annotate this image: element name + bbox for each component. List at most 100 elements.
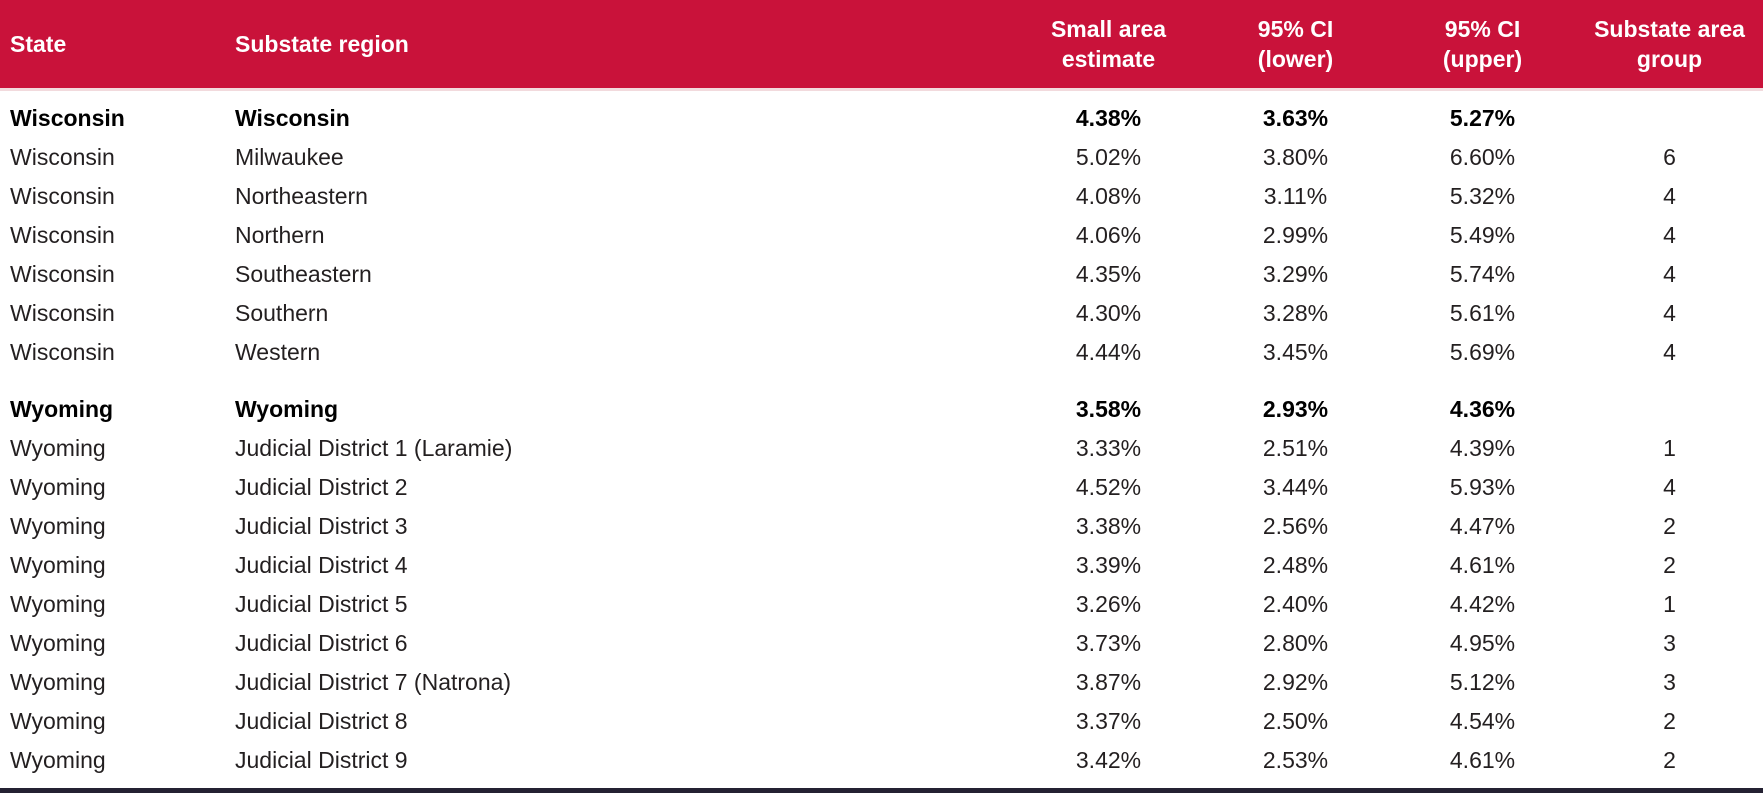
cell-substate-region: Judicial District 3 [235, 513, 408, 539]
column-header-ci-upper: 95% CI (upper) [1389, 0, 1576, 91]
cell-state: Wisconsin [10, 222, 115, 248]
cell-substate-area-group: 2 [1663, 747, 1676, 773]
cell-substate-region: Wisconsin [235, 105, 350, 131]
cell-ci-upper: 4.54% [1449, 708, 1516, 734]
cell-state: Wisconsin [10, 105, 125, 131]
table-row: Wyoming Judicial District 6 3.73% 2.80% … [0, 624, 1763, 663]
column-header-substate-region: Substate region [225, 0, 1015, 91]
cell-state: Wyoming [10, 513, 106, 539]
cell-ci-lower: 2.48% [1262, 552, 1329, 578]
header-line: (lower) [1257, 45, 1334, 72]
cell-substate-area-group: 2 [1663, 552, 1676, 578]
cell-ci-lower: 2.99% [1262, 222, 1329, 248]
cell-small-area-estimate: 3.39% [1075, 552, 1142, 578]
table-header: State Substate region Small area estimat… [0, 0, 1763, 91]
cell-substate-area-group: 3 [1663, 669, 1676, 695]
cell-small-area-estimate: 4.52% [1075, 474, 1142, 500]
cell-ci-lower: 3.44% [1262, 474, 1329, 500]
table-row: Wyoming Judicial District 4 3.39% 2.48% … [0, 546, 1763, 585]
cell-small-area-estimate: 4.35% [1075, 261, 1142, 287]
cell-substate-area-group: 4 [1663, 474, 1676, 500]
cell-small-area-estimate: 4.38% [1075, 105, 1142, 131]
state-summary-row: Wyoming Wyoming 3.58% 2.93% 4.36% [0, 390, 1763, 429]
substate-estimates-table: State Substate region Small area estimat… [0, 0, 1763, 780]
cell-ci-lower: 3.63% [1262, 105, 1329, 131]
cell-substate-region: Judicial District 6 [235, 630, 408, 656]
cell-substate-region: Northern [235, 222, 325, 248]
cell-ci-lower: 2.80% [1262, 630, 1329, 656]
cell-state: Wyoming [10, 669, 106, 695]
cell-substate-region: Judicial District 7 (Natrona) [235, 669, 512, 695]
cell-state: Wisconsin [10, 261, 115, 287]
cell-substate-area-group: 1 [1663, 591, 1676, 617]
top-spacer [0, 89, 1763, 99]
table-row: Wyoming Judicial District 3 3.38% 2.56% … [0, 507, 1763, 546]
table-row: Wisconsin Northeastern 4.08% 3.11% 5.32%… [0, 177, 1763, 216]
table-row: Wisconsin Northern 4.06% 2.99% 5.49% 4 [0, 216, 1763, 255]
cell-state: Wyoming [10, 708, 106, 734]
cell-small-area-estimate: 3.33% [1075, 435, 1142, 461]
top-spacer [0, 89, 1763, 99]
column-header-substate-region-label: Substate region [235, 30, 409, 57]
cell-ci-lower: 2.53% [1262, 747, 1329, 773]
cell-state: Wyoming [10, 591, 106, 617]
cell-substate-region: Milwaukee [235, 144, 344, 170]
column-header-state-label: State [10, 30, 67, 57]
cell-substate-area-group: 4 [1663, 339, 1676, 365]
cell-ci-upper: 5.74% [1449, 261, 1516, 287]
cell-small-area-estimate: 3.58% [1075, 396, 1142, 422]
cell-state: Wisconsin [10, 300, 115, 326]
cell-substate-region: Northeastern [235, 183, 368, 209]
cell-ci-lower: 2.92% [1262, 669, 1329, 695]
cell-ci-upper: 4.39% [1449, 435, 1516, 461]
section-spacer [0, 372, 1763, 390]
cell-substate-area-group: 3 [1663, 630, 1676, 656]
cell-substate-area-group [1576, 99, 1763, 138]
cell-ci-upper: 4.61% [1449, 747, 1516, 773]
cell-ci-lower: 2.93% [1262, 396, 1329, 422]
cell-substate-region: Southeastern [235, 261, 372, 287]
column-header-small-area-estimate: Small area estimate [1015, 0, 1202, 91]
table-row: Wisconsin Milwaukee 5.02% 3.80% 6.60% 6 [0, 138, 1763, 177]
cell-ci-lower: 3.11% [1263, 183, 1328, 209]
cell-ci-upper: 5.49% [1449, 222, 1516, 248]
cell-ci-lower: 3.28% [1262, 300, 1329, 326]
table-row: Wyoming Judicial District 9 3.42% 2.53% … [0, 741, 1763, 780]
cell-small-area-estimate: 3.38% [1075, 513, 1142, 539]
header-line: Small area [1050, 15, 1167, 42]
cell-state: Wyoming [10, 474, 106, 500]
cell-ci-upper: 5.32% [1449, 183, 1516, 209]
cell-small-area-estimate: 3.87% [1075, 669, 1142, 695]
cell-substate-region: Western [235, 339, 321, 365]
cell-ci-upper: 4.36% [1449, 396, 1516, 422]
cell-ci-lower: 3.29% [1262, 261, 1329, 287]
cell-ci-upper: 5.27% [1449, 105, 1516, 131]
table-bottom-border [0, 788, 1763, 793]
cell-small-area-estimate: 3.37% [1075, 708, 1142, 734]
cell-state: Wisconsin [10, 183, 115, 209]
header-line: Substate area [1594, 15, 1745, 42]
cell-substate-area-group [1576, 390, 1763, 429]
column-header-substate-area-group: Substate area group [1576, 0, 1763, 91]
cell-state: Wyoming [10, 552, 106, 578]
cell-ci-lower: 3.80% [1262, 144, 1329, 170]
state-summary-row: Wisconsin Wisconsin 4.38% 3.63% 5.27% [0, 99, 1763, 138]
cell-ci-upper: 4.47% [1449, 513, 1516, 539]
section-spacer [0, 372, 1763, 390]
cell-state: Wisconsin [10, 339, 115, 365]
table-row: Wyoming Judicial District 5 3.26% 2.40% … [0, 585, 1763, 624]
cell-substate-area-group: 4 [1663, 222, 1676, 248]
cell-small-area-estimate: 3.26% [1075, 591, 1142, 617]
header-line: 95% CI [1444, 15, 1521, 42]
cell-state: Wyoming [10, 396, 114, 422]
cell-ci-lower: 2.50% [1262, 708, 1329, 734]
cell-ci-upper: 5.93% [1449, 474, 1516, 500]
cell-small-area-estimate: 4.06% [1075, 222, 1142, 248]
cell-substate-area-group: 1 [1663, 435, 1676, 461]
cell-substate-area-group: 4 [1663, 183, 1676, 209]
table-row: Wyoming Judicial District 2 4.52% 3.44% … [0, 468, 1763, 507]
cell-substate-region: Judicial District 2 [235, 474, 408, 500]
cell-ci-upper: 4.61% [1449, 552, 1516, 578]
column-header-ci-lower: 95% CI (lower) [1202, 0, 1389, 91]
